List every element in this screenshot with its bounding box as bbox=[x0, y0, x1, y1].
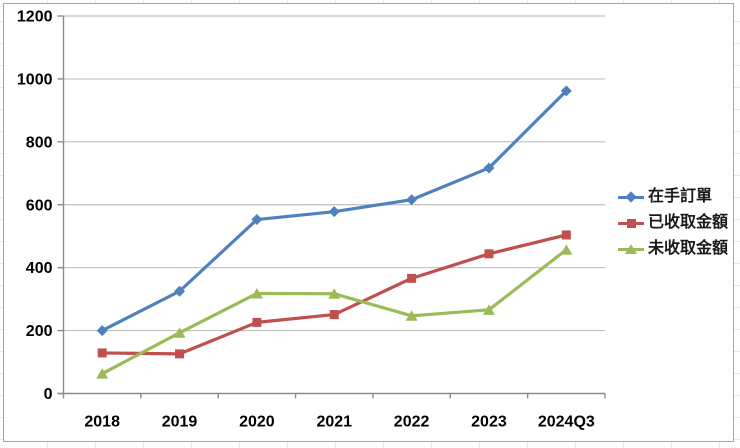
triangle-marker-icon bbox=[614, 241, 648, 257]
legend-item-amount-received: 已收取金額 bbox=[614, 211, 728, 235]
square-marker-icon bbox=[614, 215, 648, 231]
legend-label-amount-unreceived: 未收取金額 bbox=[648, 240, 729, 257]
legend-label-orders-on-hand: 在手訂單 bbox=[648, 188, 713, 205]
chart-legend: 在手訂單 已收取金額 未收取金額 bbox=[614, 185, 728, 261]
legend-item-amount-unreceived: 未收取金額 bbox=[614, 237, 728, 261]
diamond-marker-icon bbox=[614, 189, 648, 205]
legend-item-orders-on-hand: 在手訂單 bbox=[614, 185, 728, 209]
legend-label-amount-received: 已收取金額 bbox=[648, 214, 729, 231]
